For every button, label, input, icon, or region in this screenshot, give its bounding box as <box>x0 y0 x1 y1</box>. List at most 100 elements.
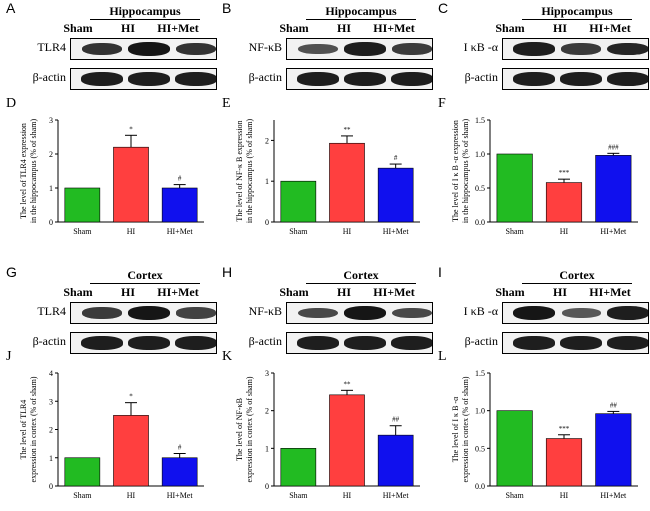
protein-band <box>128 42 170 56</box>
y-axis-label: The level of TLR4 expression <box>19 123 28 219</box>
y-tick-label: 2 <box>265 136 269 145</box>
region-label: Cortex <box>127 268 163 282</box>
y-tick-label: 1.5 <box>475 116 485 125</box>
significance-marker: ## <box>610 401 618 409</box>
lane-label: Sham <box>279 21 309 35</box>
protein-band <box>128 336 170 350</box>
blot-panel-a: A Hippocampus Sham HI HI+Met TLR4 β-actin <box>0 0 218 90</box>
y-tick-label: 2 <box>265 407 269 416</box>
blot-strip <box>286 38 433 60</box>
protein-band <box>344 72 386 86</box>
panel-letter: G <box>6 264 17 280</box>
y-tick-label: 0.0 <box>475 482 485 491</box>
y-tick-label: 0.5 <box>475 184 485 193</box>
protein-label: β-actin <box>32 334 66 348</box>
protein-band <box>392 307 432 319</box>
y-axis-label: The level of I κ B -α expression <box>451 120 460 222</box>
blot-strip <box>70 68 217 90</box>
significance-marker: * <box>129 125 133 133</box>
blot-strip <box>70 332 217 354</box>
chart-panel-f: F The level of I κ B -α expression in the … <box>432 92 650 242</box>
x-tick-label: HI <box>343 227 352 236</box>
blot-strip <box>502 332 649 354</box>
y-tick-label: 4 <box>49 369 53 378</box>
bar-hi-met <box>377 434 414 487</box>
x-tick-label: HI+Met <box>383 491 410 500</box>
x-tick-label: HI <box>127 491 136 500</box>
panel-letter: K <box>222 349 232 364</box>
region-underline <box>522 283 632 284</box>
blot-panel-i: I Cortex Sham HI HI+Met I κB -α β-actin <box>432 248 650 354</box>
lane-label: Sham <box>63 21 93 35</box>
lane-label: HI <box>552 21 567 35</box>
x-tick-label: HI+Met <box>383 227 410 236</box>
significance-marker: ** <box>344 126 352 134</box>
protein-label: β-actin <box>32 70 66 84</box>
region-underline <box>306 283 416 284</box>
significance-marker: *** <box>559 169 570 177</box>
protein-label: β-actin <box>464 70 498 84</box>
y-tick-label: 0 <box>265 218 269 227</box>
protein-band <box>513 336 555 350</box>
lane-label: HI+Met <box>589 21 631 35</box>
protein-band <box>81 72 123 86</box>
protein-label: β-actin <box>464 334 498 348</box>
blot-strip <box>502 68 649 90</box>
panel-letter: D <box>6 96 16 111</box>
panel-letter: L <box>438 349 447 364</box>
panel-letter: C <box>438 0 449 16</box>
protein-band <box>344 306 386 320</box>
lane-label: HI <box>336 285 351 299</box>
bar-chart-j: J The level of TLR4 expression in cortex (… <box>6 349 204 500</box>
y-tick-label: 1.0 <box>475 150 485 159</box>
bar-sham <box>280 180 317 223</box>
protein-band <box>607 42 648 56</box>
region-label: Cortex <box>559 268 595 282</box>
y-tick-label: 3 <box>49 116 53 125</box>
x-tick-label: HI <box>343 491 352 500</box>
y-axis-label: The level of I κ B -α <box>451 396 460 462</box>
significance-marker: ## <box>392 416 400 424</box>
lane-label: HI <box>552 285 567 299</box>
chart-panel-e: E The level of NF-κ B expression in the hi… <box>216 92 432 242</box>
bar-hi <box>113 415 149 487</box>
lane-label: Sham <box>63 285 93 299</box>
y-tick-label: 1 <box>49 184 53 193</box>
y-tick-label: 1 <box>265 177 269 186</box>
protein-band <box>298 307 338 319</box>
panel-letter: B <box>222 0 232 16</box>
protein-band <box>561 308 601 318</box>
bar-hi-met <box>595 155 632 223</box>
protein-band <box>128 306 170 320</box>
significance-marker: # <box>178 444 182 452</box>
significance-marker: # <box>394 154 398 162</box>
y-axis-label: in the hippocampus (% of sham) <box>245 119 254 224</box>
bar-hi <box>545 182 583 223</box>
significance-marker: * <box>129 393 133 401</box>
bar-chart-k: K The level of NF-κB expression in cortex … <box>222 349 420 500</box>
panel-letter: I <box>438 264 442 280</box>
bar-chart-l: L The level of I κ B -α expression in cort… <box>438 349 638 500</box>
protein-label: β-actin <box>248 70 282 84</box>
chart-panel-l: L The level of I κ B -α expression in cort… <box>432 345 650 506</box>
y-axis-label: The level of NF-κ B expression <box>235 120 244 221</box>
bar-sham <box>64 457 101 487</box>
blot-strip <box>502 302 649 324</box>
bar-sham <box>496 410 533 487</box>
x-tick-label: HI <box>127 227 136 236</box>
y-axis-label: The level of TLR4 <box>19 400 28 460</box>
blot-strip <box>70 38 217 60</box>
x-tick-label: HI <box>560 491 569 500</box>
bar-hi <box>113 146 149 223</box>
protein-band <box>560 72 602 86</box>
bar-hi <box>329 142 365 223</box>
protein-label: TLR4 <box>37 304 66 318</box>
bar-hi-met <box>161 187 198 223</box>
protein-band <box>513 42 555 56</box>
protein-band <box>560 43 602 55</box>
y-tick-label: 1 <box>265 444 269 453</box>
y-tick-label: 1 <box>49 454 53 463</box>
protein-band <box>607 72 648 86</box>
region-label: Hippocampus <box>541 4 613 18</box>
protein-band <box>607 336 648 350</box>
